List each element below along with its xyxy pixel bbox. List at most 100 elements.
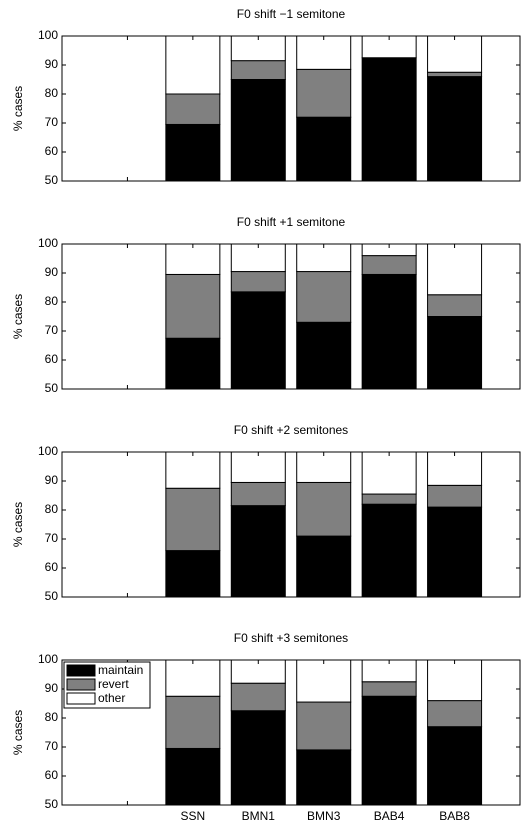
bar-segment — [296, 451, 352, 483]
bar-segment — [296, 701, 352, 751]
bar-segment — [230, 481, 286, 507]
bar-segment — [230, 682, 286, 712]
chart-title: F0 shift +2 semitones — [234, 423, 348, 437]
chart-title: F0 shift +3 semitones — [234, 631, 348, 645]
y-tick-label: 90 — [45, 57, 59, 71]
bar-segment — [361, 255, 417, 275]
legend-label: revert — [98, 677, 129, 691]
bar-segment — [296, 321, 352, 390]
bar-segment — [361, 681, 417, 697]
y-tick-label: 60 — [45, 768, 59, 782]
bar-segment — [427, 484, 483, 508]
y-tick-label: 80 — [45, 86, 59, 100]
bar-segment — [296, 659, 352, 703]
bar-segment — [427, 316, 483, 390]
bar-segment — [296, 749, 352, 806]
bar-segment — [296, 271, 352, 323]
legend-swatch — [66, 692, 96, 705]
bar-segment — [361, 273, 417, 390]
bar-segment — [230, 243, 286, 273]
legend-label: other — [98, 691, 125, 705]
x-tick-label: BAB8 — [439, 809, 470, 823]
y-tick-label: 50 — [45, 173, 59, 187]
bar-segment — [165, 451, 221, 489]
y-tick-label: 90 — [45, 473, 59, 487]
y-tick-label: 80 — [45, 294, 59, 308]
bar-segment — [230, 271, 286, 293]
bar-segment — [427, 700, 483, 728]
bar-segment — [296, 116, 352, 182]
y-tick-label: 100 — [38, 236, 58, 250]
y-tick-label: 70 — [45, 115, 59, 129]
axes-box — [61, 451, 521, 598]
y-tick-label: 80 — [45, 710, 59, 724]
y-axis-label: % cases — [11, 710, 25, 755]
bar-segment — [427, 659, 483, 702]
y-tick-label: 50 — [45, 797, 59, 811]
y-axis-label: % cases — [11, 294, 25, 339]
y-tick-label: 50 — [45, 381, 59, 395]
bar-segment — [296, 243, 352, 273]
y-tick-label: 70 — [45, 739, 59, 753]
legend-swatch — [66, 664, 96, 677]
bar-segment — [165, 93, 221, 125]
bar-segment — [165, 123, 221, 182]
bar-segment — [296, 481, 352, 537]
y-tick-label: 60 — [45, 144, 59, 158]
bar-segment — [427, 294, 483, 317]
y-tick-label: 100 — [38, 652, 58, 666]
legend-swatch — [66, 678, 96, 691]
y-tick-label: 70 — [45, 531, 59, 545]
x-tick-label: SSN — [181, 809, 206, 823]
bar-segment — [361, 695, 417, 806]
bar-segment — [296, 535, 352, 598]
x-tick-label: BMN1 — [242, 809, 276, 823]
bar-segment — [165, 659, 221, 697]
bar-segment — [427, 451, 483, 486]
bar-segment — [427, 506, 483, 598]
y-tick-label: 100 — [38, 28, 58, 42]
chart-title: F0 shift +1 semitone — [237, 215, 346, 229]
legend-label: maintain — [98, 663, 143, 677]
axes-box — [61, 243, 521, 390]
bar-segment — [165, 487, 221, 552]
bar-segment — [165, 35, 221, 95]
bar-segment — [165, 550, 221, 598]
bar-segment — [230, 710, 286, 806]
axes-box — [61, 35, 521, 182]
y-tick-label: 90 — [45, 265, 59, 279]
bar-segment — [165, 337, 221, 390]
bar-segment — [427, 71, 483, 78]
bar-segment — [427, 726, 483, 806]
bar-segment — [230, 79, 286, 182]
y-tick-label: 80 — [45, 502, 59, 516]
bar-segment — [427, 243, 483, 296]
axes-box — [61, 659, 521, 806]
bar-segment — [230, 505, 286, 598]
bar-segment — [427, 76, 483, 182]
bar-segment — [361, 503, 417, 598]
bar-segment — [230, 291, 286, 390]
bar-segment — [165, 695, 221, 749]
y-axis-label: % cases — [11, 502, 25, 547]
bar-segment — [165, 747, 221, 806]
bar-segment — [230, 60, 286, 81]
bar-segment — [296, 68, 352, 118]
y-tick-label: 60 — [45, 560, 59, 574]
bar-segment — [230, 451, 286, 483]
bar-segment — [296, 35, 352, 70]
bar-segment — [361, 451, 417, 495]
bar-segment — [361, 57, 417, 182]
chart-title: F0 shift −1 semitone — [237, 7, 346, 21]
bar-segment — [165, 243, 221, 275]
y-tick-label: 50 — [45, 589, 59, 603]
x-tick-label: BAB4 — [374, 809, 405, 823]
bar-segment — [361, 493, 417, 505]
x-tick-label: BMN3 — [307, 809, 341, 823]
bar-segment — [165, 273, 221, 339]
bar-segment — [427, 35, 483, 73]
y-tick-label: 70 — [45, 323, 59, 337]
y-tick-label: 60 — [45, 352, 59, 366]
